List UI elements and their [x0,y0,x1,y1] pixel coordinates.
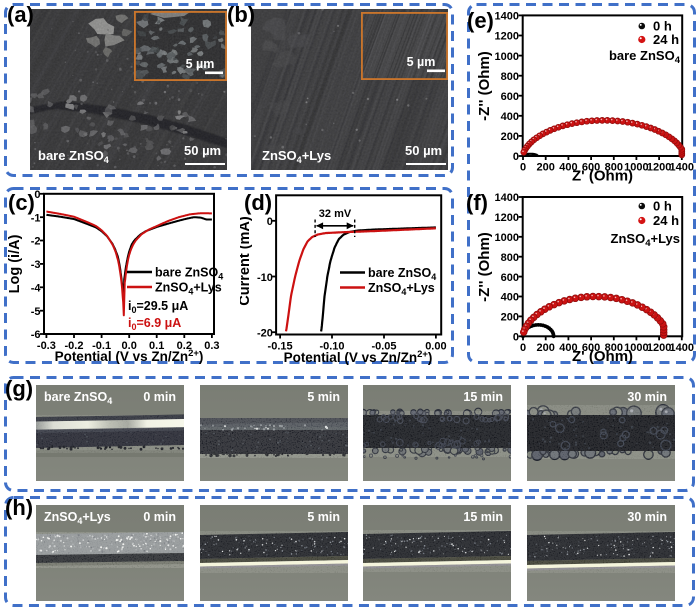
svg-text:400: 400 [501,292,519,304]
svg-text:i0=29.5 μA: i0=29.5 μA [128,299,188,315]
svg-text:i0=6.9 μA: i0=6.9 μA [128,316,181,332]
svg-text:600: 600 [582,342,600,354]
svg-text:0: 0 [267,216,273,228]
svg-text:800: 800 [605,342,623,354]
svg-text:5 µm: 5 µm [186,57,215,71]
svg-text:-Z'' (Ohm): -Z'' (Ohm) [476,51,493,121]
svg-text:-0.2: -0.2 [65,340,84,352]
svg-text:1400: 1400 [495,192,519,204]
svg-text:-0.10: -0.10 [319,341,344,353]
svg-text:-0.1: -0.1 [92,340,111,352]
svg-text:0: 0 [520,162,526,174]
svg-text:-3: -3 [31,259,41,271]
svg-text:800: 800 [501,252,519,264]
svg-text:Potential (V vs Zn/Zn2+): Potential (V vs Zn/Zn2+) [55,348,204,364]
svg-text:Current (mA): Current (mA) [240,216,253,306]
svg-text:bare ZnSO4: bare ZnSO4 [368,266,436,282]
svg-text:0: 0 [513,151,519,163]
svg-text:0.0: 0.0 [122,340,137,352]
svg-text:800: 800 [605,162,623,174]
svg-text:1400: 1400 [495,11,519,23]
svg-text:0.1: 0.1 [149,340,164,352]
svg-text:5 µm: 5 µm [407,55,436,69]
svg-text:1000: 1000 [624,342,648,354]
svg-text:ZnSO4+Lys: ZnSO4+Lys [155,281,222,297]
svg-text:Z' (Ohm): Z' (Ohm) [572,168,633,185]
svg-text:0: 0 [513,332,519,344]
svg-text:400: 400 [501,111,519,123]
svg-text:0 h: 0 h [653,199,672,214]
svg-text:0: 0 [520,342,526,354]
svg-text:-4: -4 [31,283,42,295]
svg-text:-Z'' (Ohm): -Z'' (Ohm) [476,232,493,302]
svg-text:800: 800 [501,71,519,83]
svg-text:-10: -10 [257,272,273,284]
svg-text:200: 200 [537,342,555,354]
svg-text:bare ZnSO4: bare ZnSO4 [155,266,223,282]
svg-text:600: 600 [582,162,600,174]
svg-text:600: 600 [501,272,519,284]
svg-text:Z' (Ohm): Z' (Ohm) [572,348,633,365]
svg-text:-0.15: -0.15 [268,341,293,353]
svg-text:1200: 1200 [495,31,519,43]
svg-text:ZnSO4+Lys: ZnSO4+Lys [368,281,435,297]
svg-text:1200: 1200 [647,162,671,174]
svg-text:-20: -20 [257,328,273,340]
svg-text:0 h: 0 h [653,19,672,34]
svg-text:0: 0 [34,189,40,201]
svg-text:-5: -5 [31,306,41,318]
svg-text:1400: 1400 [670,162,694,174]
svg-text:0.00: 0.00 [425,341,446,353]
svg-text:1000: 1000 [624,162,648,174]
svg-text:200: 200 [501,131,519,143]
svg-text:0.2: 0.2 [177,340,192,352]
svg-text:bare ZnSO4: bare ZnSO4 [609,48,681,66]
svg-text:Potential (V vs Zn/Zn2+): Potential (V vs Zn/Zn2+) [284,349,433,365]
svg-text:200: 200 [537,162,555,174]
svg-text:1200: 1200 [495,212,519,224]
svg-text:600: 600 [501,91,519,103]
svg-text:1200: 1200 [647,342,671,354]
svg-text:-2: -2 [31,236,41,248]
svg-text:24 h: 24 h [653,213,679,228]
svg-text:1000: 1000 [495,232,519,244]
svg-text:32 mV: 32 mV [319,208,352,220]
svg-text:-6: -6 [31,329,41,341]
svg-text:Log (i/A): Log (i/A) [7,234,23,293]
svg-text:200: 200 [501,312,519,324]
svg-text:-0.05: -0.05 [371,341,396,353]
svg-text:-0.3: -0.3 [37,340,56,352]
svg-text:400: 400 [559,162,577,174]
svg-text:1000: 1000 [495,51,519,63]
svg-text:ZnSO4+Lys: ZnSO4+Lys [611,231,680,249]
svg-text:0.3: 0.3 [204,340,219,352]
svg-text:24 h: 24 h [653,32,679,47]
svg-text:400: 400 [559,342,577,354]
svg-text:1400: 1400 [670,342,694,354]
svg-text:-1: -1 [31,212,41,224]
